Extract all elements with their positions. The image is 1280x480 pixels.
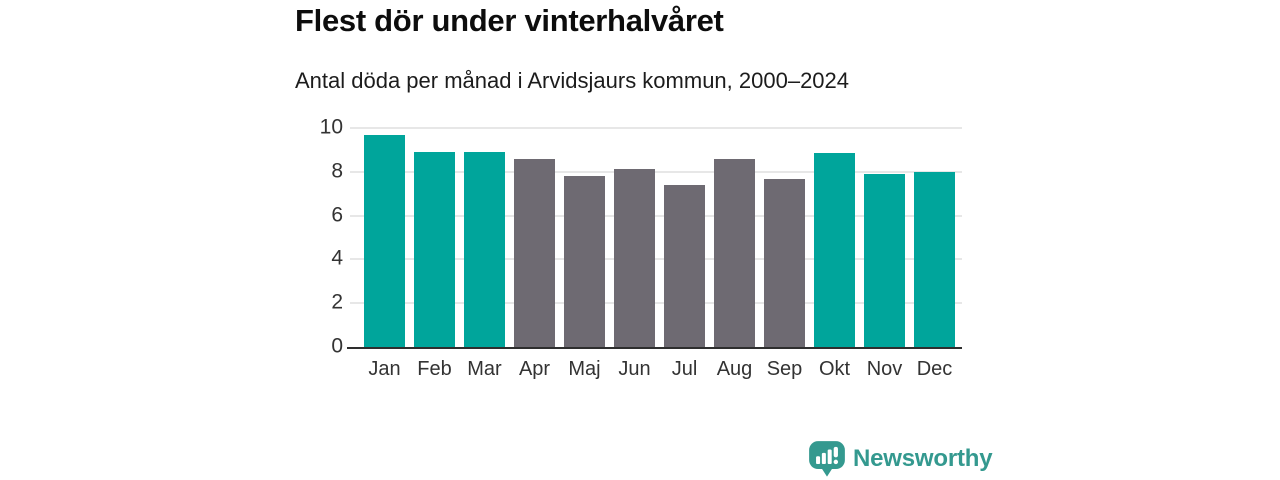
x-tick-label-aug: Aug bbox=[716, 358, 753, 380]
x-tick-label-mar: Mar bbox=[467, 358, 502, 380]
x-tick-label-sep: Sep bbox=[766, 358, 803, 380]
x-tick-label-jul: Jul bbox=[671, 358, 698, 380]
y-tick-label-0: 0 bbox=[331, 334, 343, 358]
bar-aug bbox=[714, 158, 755, 347]
newsworthy-wordmark: Newsworthy bbox=[853, 445, 993, 472]
gridline-y6 bbox=[350, 214, 962, 217]
x-tick-label-feb: Feb bbox=[417, 358, 452, 380]
chart-header: Flest dör under vinterhalvåret Antal död… bbox=[295, 2, 849, 95]
gridline-y10 bbox=[350, 127, 962, 129]
bar-feb bbox=[414, 152, 455, 347]
bar-chart-speech-bubble-icon bbox=[808, 440, 846, 478]
plot-area: 0 2 4 6 8 10 Jan Feb Mar Apr Maj Jun Jul Aug Sep Okt No… bbox=[320, 116, 962, 380]
bar-apr bbox=[514, 158, 555, 347]
bar-jul bbox=[664, 184, 705, 347]
x-tick-label-maj: Maj bbox=[568, 358, 601, 380]
bar-jun bbox=[614, 168, 655, 347]
bar-sep bbox=[764, 179, 805, 347]
chart-subtitle: Antal döda per månad i Arvidsjaurs kommu… bbox=[295, 68, 850, 94]
y-tick-label-2: 2 bbox=[331, 290, 343, 314]
bar-mar bbox=[464, 152, 505, 347]
y-tick-label-10: 10 bbox=[319, 115, 343, 139]
x-axis-tick-labels: Jan Feb Mar Apr Maj Jun Jul Aug Sep Okt Nov Dec bbox=[350, 358, 962, 381]
x-tick-label-jun: Jun bbox=[618, 358, 651, 380]
chart-title: Flest dör under vinterhalvåret bbox=[295, 3, 724, 38]
bar-dec bbox=[914, 171, 955, 347]
gridline-y2 bbox=[350, 302, 962, 305]
bar-maj bbox=[564, 176, 605, 347]
x-tick-label-okt: Okt bbox=[818, 358, 851, 380]
gridline-y4 bbox=[350, 258, 962, 261]
bar-nov bbox=[864, 174, 905, 347]
bar-jan bbox=[364, 134, 405, 347]
x-tick-label-nov: Nov bbox=[866, 358, 903, 380]
bar-okt bbox=[814, 153, 855, 347]
y-tick-label-4: 4 bbox=[331, 246, 343, 270]
gridline-y8 bbox=[350, 170, 962, 173]
bars-layer bbox=[350, 128, 962, 347]
x-tick-label-apr: Apr bbox=[518, 358, 551, 380]
x-axis-line bbox=[347, 347, 962, 349]
x-tick-label-dec: Dec bbox=[916, 358, 953, 380]
y-tick-label-6: 6 bbox=[331, 203, 343, 227]
y-tick-label-8: 8 bbox=[331, 159, 343, 183]
x-tick-label-jan: Jan bbox=[368, 358, 401, 380]
newsworthy-branding: Newsworthy bbox=[808, 440, 993, 478]
